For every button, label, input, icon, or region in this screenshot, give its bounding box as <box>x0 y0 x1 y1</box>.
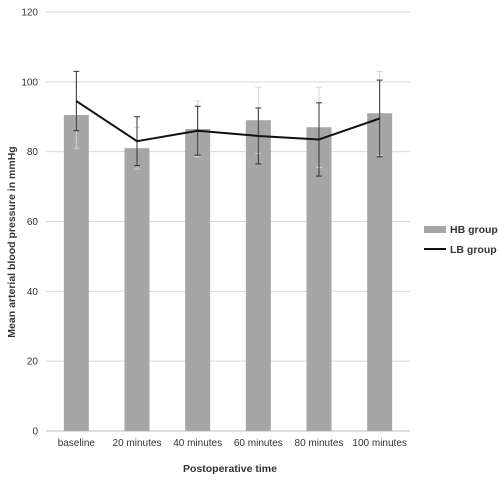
legend: HB group LB group <box>424 224 498 256</box>
legend-label: HB group <box>450 224 498 236</box>
bar <box>185 128 211 432</box>
y-axis: 0 20 40 60 80 100 120 <box>21 8 38 438</box>
bar-error-bars <box>73 70 383 170</box>
legend-label: LB group <box>450 244 497 256</box>
bar <box>306 127 332 431</box>
line-error-bars <box>73 70 383 177</box>
legend-swatch-bar <box>424 226 446 233</box>
x-tick-label: 20 minutes <box>113 438 162 449</box>
y-axis-title: Mean arterial blood pressure in mmHg <box>6 146 18 337</box>
y-tick-label: 60 <box>27 217 39 228</box>
x-tick-label: baseline <box>58 438 96 449</box>
bar <box>245 120 271 431</box>
bar <box>63 115 89 432</box>
y-tick-label: 100 <box>21 77 38 88</box>
y-tick-label: 80 <box>27 147 39 158</box>
x-tick-label: 100 minutes <box>352 438 406 449</box>
y-tick-label: 40 <box>27 287 39 298</box>
x-axis: baseline 20 minutes 40 minutes 60 minutes 80… <box>58 438 407 449</box>
gridlines <box>46 11 410 432</box>
bar <box>124 148 150 432</box>
bar <box>367 113 393 431</box>
x-axis-title: Postoperative time <box>183 463 277 475</box>
x-tick-label: 40 minutes <box>173 438 222 449</box>
line-path <box>75 100 380 143</box>
y-tick-label: 20 <box>27 357 39 368</box>
y-tick-label: 120 <box>21 8 38 19</box>
bar-series-hb <box>63 113 393 432</box>
line-series-lb <box>75 100 380 143</box>
x-tick-label: 60 minutes <box>234 438 283 449</box>
x-tick-label: 80 minutes <box>295 438 344 449</box>
y-tick-label: 0 <box>32 427 38 438</box>
